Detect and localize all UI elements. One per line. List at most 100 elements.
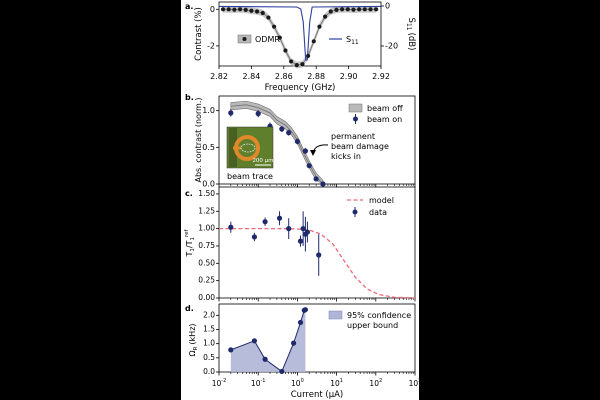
panel-label-c: c. xyxy=(185,189,193,198)
inset-beam-trace: 200 µm beam trace xyxy=(226,126,274,181)
y-tick-label-c: 0.75 xyxy=(198,241,215,250)
odmr-point xyxy=(323,14,328,19)
y-tick-label-c: 1.25 xyxy=(198,206,215,215)
x-tick-label-d: 101 xyxy=(330,378,343,388)
legend-label-odmr: ODMR xyxy=(255,35,280,44)
data-point xyxy=(276,215,283,221)
annotation-arrowhead xyxy=(310,150,316,156)
annotation-arrow xyxy=(312,144,329,154)
y-tick-label-b: 1.0 xyxy=(202,106,215,115)
beam-on-point xyxy=(294,138,300,145)
x-tick-label-a: 2.84 xyxy=(242,72,260,81)
data-point xyxy=(251,234,258,240)
beam-on-point xyxy=(302,148,309,154)
panel-c: c. 0.00 0.25 0.50 0.75 1.00 1.25 1.50 T1… xyxy=(184,186,416,302)
confidence-area xyxy=(230,309,306,372)
upper-bound-point xyxy=(228,347,234,353)
legend-marker-data xyxy=(352,209,358,215)
odmr-point xyxy=(249,8,254,13)
y-tick-label-b: 0.5 xyxy=(202,143,215,152)
panel-b: b. 0.0 0.5 1.0 Abs. contrast (norm.) bea… xyxy=(185,93,416,189)
upper-bound-point xyxy=(251,338,258,344)
x-tick-label-d: 102 xyxy=(369,378,382,388)
data-point xyxy=(262,219,268,225)
y-tick-label-d: 0.0 xyxy=(203,367,215,376)
figure-panel: a. 2.82 2.84 2.86 2.88 2.90 2.92 Frequen… xyxy=(181,0,419,400)
inset-scale-label: 200 µm xyxy=(252,158,273,164)
axes-frame-d xyxy=(218,303,416,373)
odmr-point xyxy=(317,24,322,29)
upper-bound-point xyxy=(297,319,304,326)
odmr-point xyxy=(288,59,294,64)
s11-line xyxy=(218,5,382,61)
odmr-point xyxy=(243,7,248,12)
odmr-point xyxy=(254,9,260,14)
odmr-point xyxy=(226,7,231,12)
odmr-point xyxy=(357,7,362,12)
data-point xyxy=(286,226,292,232)
odmr-point xyxy=(311,39,316,44)
y-axis-label-c: T1/T1ref xyxy=(184,228,196,257)
annotation-line: kicks in xyxy=(331,152,361,161)
odmr-point xyxy=(294,62,299,68)
right-y-tick-label-a: -20 xyxy=(385,42,398,51)
legend-label-confidence: 95% confidence xyxy=(347,311,411,320)
upper-bound-point xyxy=(262,356,268,362)
y-tick-label-d: 2.0 xyxy=(203,310,215,319)
odmr-point xyxy=(334,7,339,12)
x-tick-label-a: 2.82 xyxy=(210,72,228,81)
data-point xyxy=(228,224,234,230)
y-axis-label-a: Contrast (%) xyxy=(194,7,204,61)
y-tick-label-a: 0 xyxy=(210,5,215,14)
y-tick-label-b: 0.0 xyxy=(202,180,215,189)
odmr-point xyxy=(266,15,271,20)
upper-bound-point xyxy=(302,307,309,313)
odmr-point xyxy=(260,10,265,16)
odmr-point xyxy=(220,7,226,12)
beam-on-point xyxy=(228,110,234,116)
x-tick-label-d: 10-2 xyxy=(212,378,227,388)
y-tick-label-d: 1.5 xyxy=(203,325,215,334)
y-tick-label-d: 0.5 xyxy=(203,353,215,362)
legend-d: 95% confidence upper bound xyxy=(328,310,411,330)
x-tick-label-a: 2.92 xyxy=(372,72,390,81)
x-axis-label-d: Current (µA) xyxy=(291,390,343,400)
inset-caption: beam trace xyxy=(227,172,273,181)
y-tick-label-d: 1.0 xyxy=(203,339,215,348)
legend-marker-odmr xyxy=(242,37,247,41)
legend-label-beam-off: beam off xyxy=(367,104,403,113)
panel-label-d: d. xyxy=(185,304,194,313)
x-axis-label-a: Frequency (GHz) xyxy=(265,83,336,93)
panel-d: d. 0.0 0.5 1.0 1.5 2.0 ΩR(kHz) 10-2 10-1 1… xyxy=(185,303,419,400)
legend-label-upper-bound: upper bound xyxy=(347,321,398,330)
legend-b: beam off beam on xyxy=(348,103,403,124)
axes-frame-c xyxy=(218,186,416,299)
odmr-point xyxy=(374,7,379,12)
y-tick-label-c: 0.50 xyxy=(198,258,215,267)
panel-a: a. 2.82 2.84 2.86 2.88 2.90 2.92 Frequen… xyxy=(185,2,416,94)
odmr-point xyxy=(345,7,350,12)
y-axis-label-d: ΩR(kHz) xyxy=(188,323,199,356)
annotation-line: permanent xyxy=(331,132,375,141)
data-point xyxy=(304,229,311,235)
x-tick-label-a: 2.86 xyxy=(275,72,293,81)
odmr-point xyxy=(306,53,311,59)
y-tick-label-c: 0.25 xyxy=(198,276,215,285)
data-point xyxy=(316,252,322,258)
axes-frame-b xyxy=(218,95,416,185)
legend-c: model data xyxy=(347,196,394,217)
x-tick-label-d: 100 xyxy=(291,378,304,388)
inset-beam-trace-mark xyxy=(240,143,256,153)
x-tick-label-a: 2.90 xyxy=(340,72,358,81)
beam-on-point xyxy=(306,163,312,169)
legend-label-beam-on: beam on xyxy=(367,115,402,124)
beam-on-point xyxy=(286,130,292,136)
legend-label-model: model xyxy=(369,196,394,205)
right-y-tick-label-a: 0 xyxy=(385,2,390,11)
odmr-fit-line xyxy=(223,8,377,66)
x-tick-label-d: 103 xyxy=(409,378,419,388)
odmr-point xyxy=(283,48,288,53)
data-point xyxy=(300,226,306,232)
annotation-beam-damage: permanent beam damage kicks in xyxy=(310,132,389,161)
figure-svg: a. 2.82 2.84 2.86 2.88 2.90 2.92 Frequen… xyxy=(184,2,419,400)
